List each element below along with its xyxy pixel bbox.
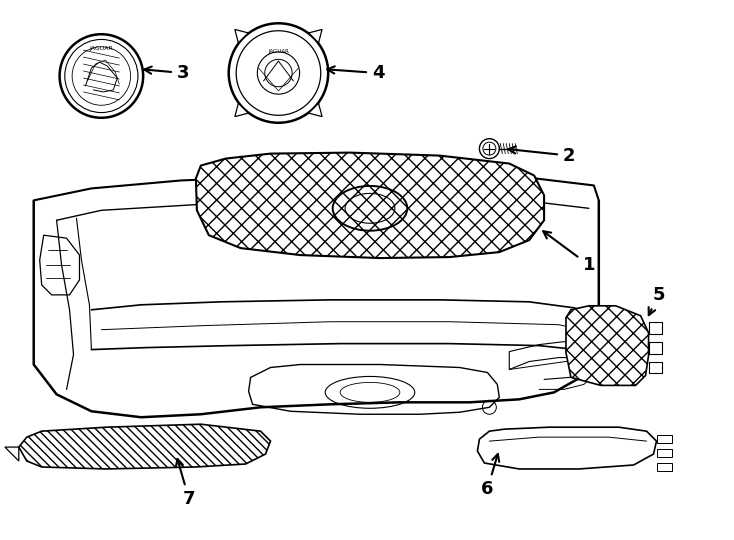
Polygon shape: [649, 342, 663, 354]
Polygon shape: [656, 463, 672, 471]
Polygon shape: [656, 449, 672, 457]
Text: 5: 5: [649, 286, 665, 315]
Polygon shape: [309, 29, 322, 43]
Polygon shape: [196, 153, 544, 258]
Text: 7: 7: [176, 459, 195, 508]
Text: 2: 2: [509, 146, 575, 165]
Text: 3: 3: [145, 64, 189, 82]
Polygon shape: [235, 29, 248, 43]
Text: JAGUAR: JAGUAR: [268, 49, 289, 53]
Text: JAGUAR: JAGUAR: [90, 46, 113, 51]
Polygon shape: [656, 435, 672, 443]
Ellipse shape: [479, 139, 499, 159]
Polygon shape: [649, 361, 663, 374]
Text: 6: 6: [481, 454, 499, 498]
Polygon shape: [649, 322, 663, 334]
Polygon shape: [566, 306, 649, 386]
Text: 1: 1: [543, 231, 595, 274]
Polygon shape: [309, 103, 322, 117]
Text: 4: 4: [327, 64, 384, 82]
Polygon shape: [19, 424, 271, 469]
Polygon shape: [235, 103, 248, 117]
